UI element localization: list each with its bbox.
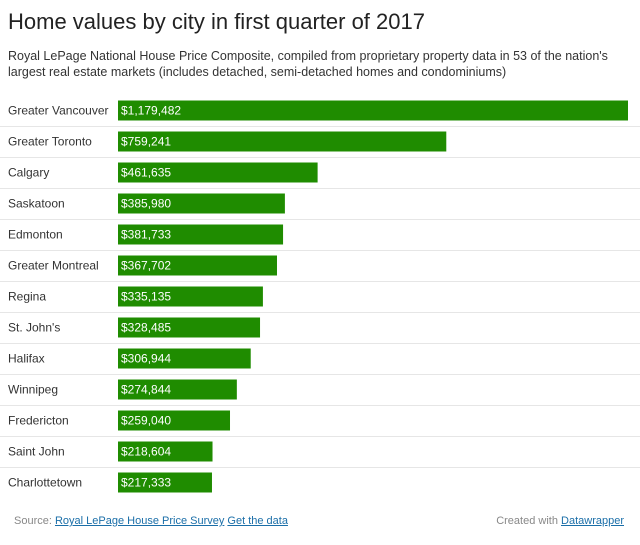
category-label: Greater Toronto [8,135,92,149]
bar-value-label: $328,485 [121,321,171,335]
bar [118,162,318,183]
chart-title: Home values by city in first quarter of … [8,9,425,34]
bar [118,224,284,245]
bar [118,472,212,493]
bar-value-label: $759,241 [121,135,171,149]
bar-value-label: $218,604 [121,445,171,459]
bar [118,317,261,338]
chart-subtitle: Royal LePage National House Price Compos… [8,49,608,79]
bar-value-label: $217,333 [121,476,171,490]
category-label: Halifax [8,352,45,366]
bar [118,286,263,307]
category-label: Winnipeg [8,383,58,397]
category-label: Greater Montreal [8,259,99,273]
bar [118,410,231,431]
bar [118,100,628,121]
datawrapper-link[interactable]: Datawrapper [561,515,624,527]
bar-value-label: $381,733 [121,228,171,242]
category-label: St. John's [8,321,60,335]
created-with-text: Created with [496,515,558,527]
bar-chart: Greater Vancouver $1,179,482 Greater Toron… [0,100,640,493]
bar-value-label: $1,179,482 [121,104,181,118]
category-label: Saint John [8,445,65,459]
source-prefix: Source: [14,515,52,527]
bar [118,348,251,369]
category-label: Edmonton [8,228,63,242]
bar-value-label: $306,944 [121,352,171,366]
bar-value-label: $461,635 [121,166,171,180]
bar [118,255,277,276]
bar-value-label: $274,844 [121,383,171,397]
footer-credit: Created with Datawrapper [496,515,624,527]
bar [118,131,447,152]
bar-value-label: $385,980 [121,197,171,211]
footer-source: Source: Royal LePage House Price Survey … [14,515,288,527]
bar [118,441,213,462]
bar-value-label: $367,702 [121,259,171,273]
bar-value-label: $335,135 [121,290,171,304]
bar [118,193,285,214]
category-label: Fredericton [8,414,69,428]
category-label: Charlottetown [8,476,82,490]
category-label: Saskatoon [8,197,65,211]
bar [118,379,237,400]
category-label: Calgary [8,166,49,180]
category-label: Greater Vancouver [8,104,109,118]
get-data-link[interactable]: Get the data [227,515,288,527]
category-label: Regina [8,290,46,304]
bar-value-label: $259,040 [121,414,171,428]
source-link[interactable]: Royal LePage House Price Survey [54,515,225,527]
